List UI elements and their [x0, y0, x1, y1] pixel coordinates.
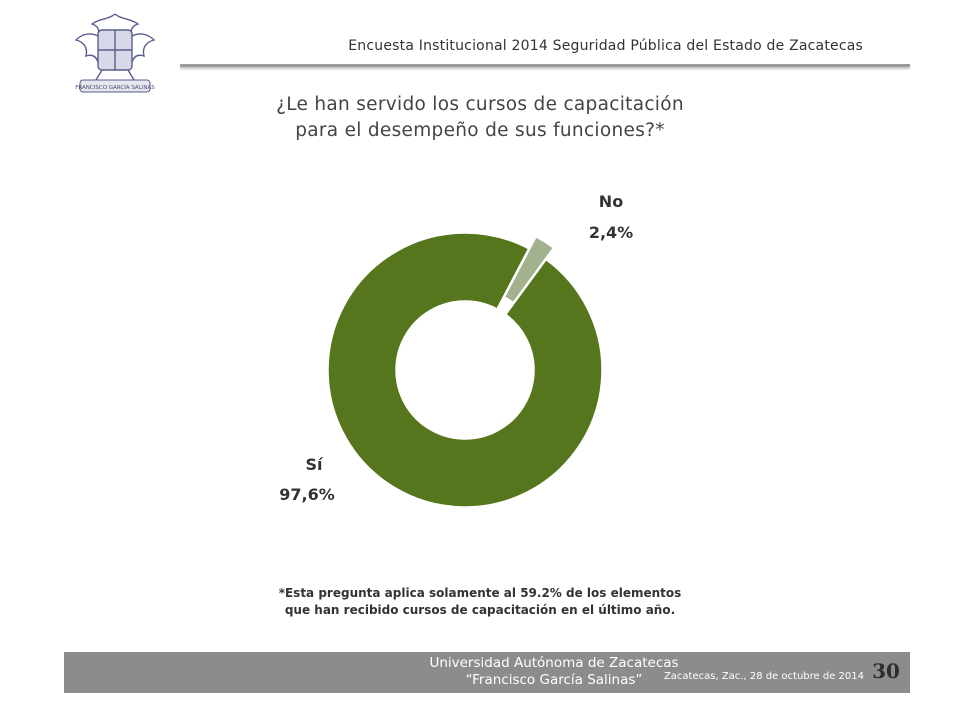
- slice-label-no: No: [599, 192, 623, 211]
- slice-value-si: 97,6%: [279, 485, 335, 504]
- footer-university-name: Universidad Autónoma de Zacatecas: [429, 655, 679, 671]
- svg-text:FRANCISCO GARCÍA SALINAS: FRANCISCO GARCÍA SALINAS: [75, 84, 155, 91]
- footnote: *Esta pregunta aplica solamente al 59.2%…: [250, 585, 710, 619]
- footer-university-sub: “Francisco García Salinas”: [465, 672, 643, 688]
- donut-slice-si: [327, 232, 603, 508]
- footnote-line-1: *Esta pregunta aplica solamente al 59.2%…: [278, 586, 682, 600]
- question-line-1: ¿Le han servido los cursos de capacitaci…: [276, 94, 684, 115]
- university-seal-icon: FRANCISCO GARCÍA SALINAS: [74, 13, 156, 93]
- slice-value-no: 2,4%: [589, 223, 633, 242]
- header-title: Encuesta Institucional 2014 Seguridad Pú…: [348, 38, 863, 54]
- header-divider: [180, 64, 910, 67]
- footer-date: Zacatecas, Zac., 28 de octubre de 2014: [663, 671, 864, 682]
- question-line-2: para el desempeño de sus funciones?*: [295, 120, 665, 141]
- footnote-line-2: que han recibido cursos de capacitación …: [284, 603, 676, 617]
- page-number: 30: [872, 659, 900, 683]
- donut-slice-no: [503, 235, 555, 304]
- question-title: ¿Le han servido los cursos de capacitaci…: [200, 92, 760, 144]
- footer-university: Universidad Autónoma de Zacatecas “Franc…: [354, 655, 754, 689]
- footer-bar: Universidad Autónoma de Zacatecas “Franc…: [64, 652, 910, 693]
- slice-label-si: Sí: [305, 455, 324, 474]
